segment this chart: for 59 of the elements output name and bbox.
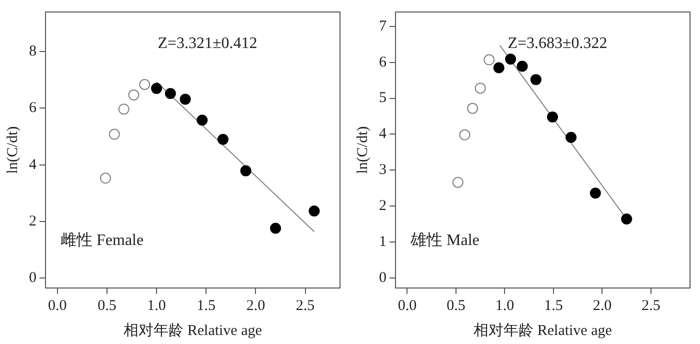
- point: [151, 82, 162, 94]
- annotation: Z=3.683±0.322: [508, 35, 608, 52]
- x-tick-label: 1.0: [147, 298, 166, 314]
- y-tick-label: 0: [379, 270, 386, 286]
- point: [108, 128, 120, 140]
- point: [459, 129, 470, 140]
- point: [621, 214, 632, 224]
- point: [217, 134, 228, 145]
- y-tick-label: 4: [29, 156, 37, 173]
- point: [516, 60, 528, 72]
- point: [308, 206, 320, 217]
- y-tick-label: 5: [379, 90, 386, 106]
- y-tick-label: 6: [379, 54, 387, 70]
- y-tick-label: 1: [379, 234, 386, 250]
- point: [240, 165, 252, 176]
- x-axis-title: 相对年龄 Relative age: [474, 322, 612, 339]
- y-tick-label: 3: [379, 162, 386, 178]
- x-tick-label: 1.5: [196, 298, 216, 314]
- y-tick-label: 7: [379, 18, 387, 34]
- x-tick-label: 0.0: [398, 298, 417, 314]
- point: [467, 102, 478, 114]
- x-axis-title: 相对年龄 Relative age: [124, 322, 262, 339]
- y-tick-label: 0: [29, 270, 36, 286]
- annotation: Z=3.321±0.412: [158, 35, 258, 52]
- y-axis-title: ln(C/dt): [354, 126, 371, 174]
- annotation: 雄性 Male: [410, 232, 480, 250]
- x-tick-label: 2.5: [296, 298, 315, 314]
- point: [196, 114, 208, 126]
- y-tick-label: 6: [29, 100, 37, 116]
- point: [128, 89, 140, 100]
- y-axis-title: ln(C/dt): [4, 126, 21, 174]
- point: [474, 82, 486, 94]
- point: [505, 54, 516, 65]
- point: [180, 94, 191, 105]
- point: [484, 54, 495, 66]
- x-tick-label: 2.0: [246, 298, 266, 314]
- point: [547, 111, 558, 122]
- x-tick-label: 0.0: [48, 298, 67, 314]
- x-tick-label: 0.5: [98, 298, 116, 314]
- point: [566, 132, 577, 143]
- point: [164, 88, 176, 100]
- point: [270, 222, 282, 234]
- y-tick-label: 8: [29, 44, 36, 60]
- y-tick-label: 2: [379, 198, 386, 214]
- point: [493, 62, 504, 74]
- x-tick-label: 1.0: [495, 298, 514, 314]
- point: [100, 172, 111, 184]
- point: [530, 74, 542, 86]
- x-tick-label: 2.5: [642, 298, 660, 314]
- y-tick-label: 4: [379, 126, 387, 142]
- point: [139, 78, 150, 90]
- point: [590, 188, 601, 199]
- point: [118, 104, 130, 115]
- point: [452, 176, 464, 188]
- x-tick-label: 0.5: [446, 298, 466, 314]
- annotation: 雌性 Female: [60, 232, 144, 250]
- x-tick-label: 1.5: [544, 298, 563, 314]
- y-tick-label: 2: [29, 213, 36, 230]
- x-tick-label: 2.0: [592, 298, 612, 314]
